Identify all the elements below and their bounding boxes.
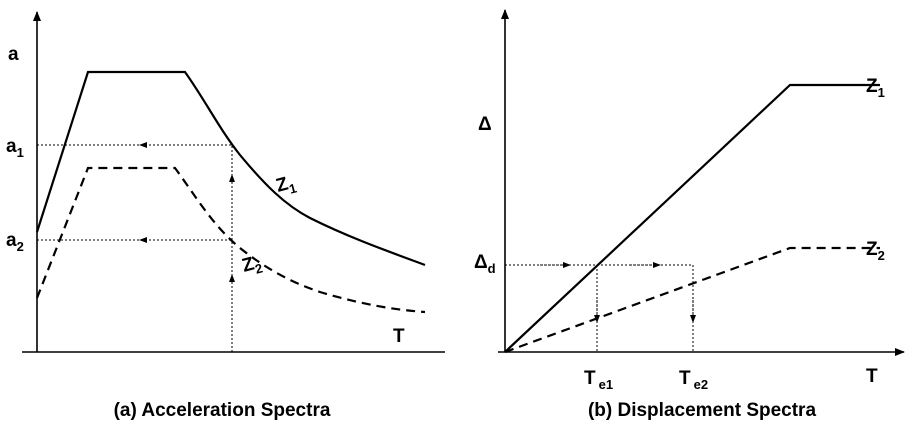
curve-z2 (504, 246, 880, 354)
x-label: T (866, 366, 878, 387)
caption: (a) Acceleration Spectra (114, 400, 331, 421)
panel-a: a a1 a2 T Z1 Z2 (a) Acceleration Spectra (6, 11, 445, 421)
caption: (b) Displacement Spectra (588, 400, 816, 421)
curve-label: Z2 (866, 239, 885, 263)
x-label: T (393, 326, 405, 347)
y-label: a (8, 44, 19, 65)
curve-z1 (504, 83, 880, 353)
level-label: a2 (6, 230, 24, 254)
curve-label: Z1 (866, 76, 885, 100)
curve-z2 (35, 166, 426, 314)
curve-label: Z2 (240, 252, 264, 280)
level-label: Δd (474, 252, 496, 276)
curve-z1 (35, 70, 426, 267)
level-label: a1 (6, 136, 24, 160)
y-label: Δ (478, 114, 492, 135)
